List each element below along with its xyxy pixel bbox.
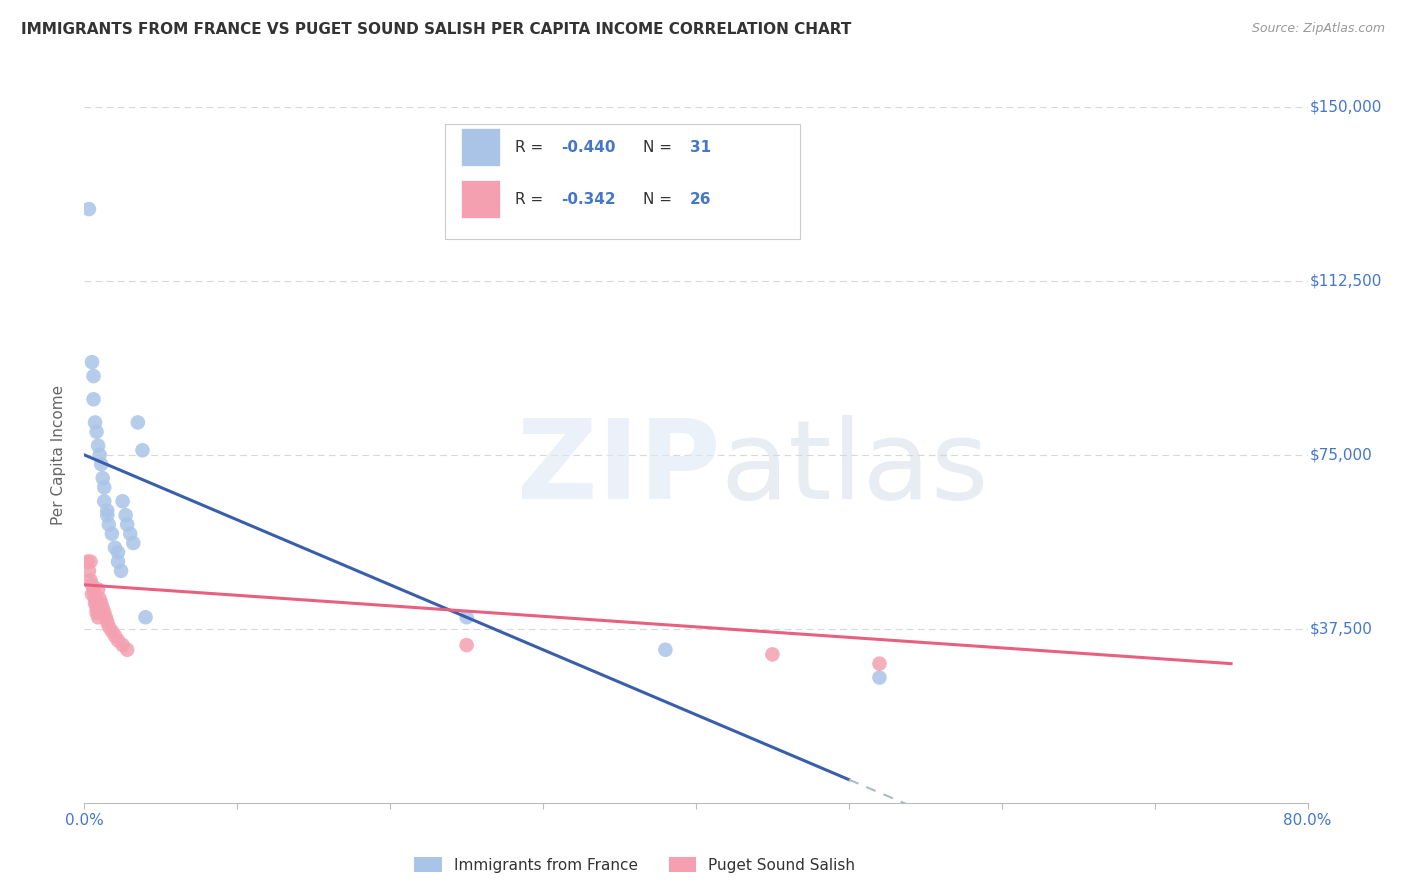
Point <box>83 392 105 407</box>
Point <box>131 443 153 458</box>
Point <box>110 564 132 578</box>
Point <box>869 657 891 671</box>
Point <box>76 555 98 569</box>
Legend: Immigrants from France, Puget Sound Salish: Immigrants from France, Puget Sound Sali… <box>408 851 862 879</box>
Text: 31: 31 <box>690 139 711 154</box>
Point <box>114 508 136 523</box>
Text: $75,000: $75,000 <box>1310 448 1372 462</box>
Point <box>87 582 110 597</box>
Point <box>90 457 112 471</box>
Point <box>94 610 117 624</box>
Text: atlas: atlas <box>720 416 988 523</box>
Point <box>101 526 124 541</box>
FancyBboxPatch shape <box>446 124 800 239</box>
Point <box>83 369 105 384</box>
Point <box>96 615 118 629</box>
Point <box>654 642 676 657</box>
Bar <box>461 180 501 219</box>
Text: N =: N = <box>644 192 678 207</box>
Point <box>96 508 118 523</box>
Y-axis label: Per Capita Income: Per Capita Income <box>51 384 66 525</box>
Point <box>107 633 129 648</box>
Point <box>86 606 108 620</box>
Point <box>90 596 112 610</box>
Point <box>456 610 478 624</box>
Point <box>107 555 129 569</box>
Point <box>84 591 107 606</box>
Point <box>91 601 114 615</box>
Point <box>86 601 108 615</box>
Point <box>107 545 129 559</box>
Point <box>93 480 115 494</box>
Point <box>135 610 157 624</box>
Point <box>87 610 110 624</box>
Point <box>869 671 891 685</box>
Text: -0.440: -0.440 <box>561 139 616 154</box>
Text: ZIP: ZIP <box>517 416 720 523</box>
Point <box>80 587 103 601</box>
Point <box>120 526 142 541</box>
Point <box>91 471 114 485</box>
Point <box>761 648 783 662</box>
Point <box>77 564 100 578</box>
Point <box>80 578 103 592</box>
Point <box>89 591 111 606</box>
Point <box>96 503 118 517</box>
Point <box>89 448 111 462</box>
Point <box>104 629 127 643</box>
Point <box>104 541 127 555</box>
Point <box>456 638 478 652</box>
Text: 26: 26 <box>690 192 711 207</box>
Point <box>97 517 120 532</box>
Point <box>111 494 134 508</box>
Point <box>115 642 138 657</box>
Text: $150,000: $150,000 <box>1310 100 1382 114</box>
Bar <box>461 128 501 166</box>
Point <box>115 517 138 532</box>
Point <box>93 606 115 620</box>
Point <box>87 439 110 453</box>
Text: R =: R = <box>515 139 548 154</box>
Text: $37,500: $37,500 <box>1310 622 1372 636</box>
Text: R =: R = <box>515 192 548 207</box>
Point <box>127 416 149 430</box>
Point <box>79 573 101 587</box>
Point <box>101 624 124 639</box>
Text: $112,500: $112,500 <box>1310 274 1382 288</box>
Point <box>97 619 120 633</box>
Text: -0.342: -0.342 <box>561 192 616 207</box>
Text: IMMIGRANTS FROM FRANCE VS PUGET SOUND SALISH PER CAPITA INCOME CORRELATION CHART: IMMIGRANTS FROM FRANCE VS PUGET SOUND SA… <box>21 22 852 37</box>
Point <box>79 555 101 569</box>
Point <box>80 355 103 369</box>
Point <box>93 494 115 508</box>
Point <box>83 582 105 597</box>
Point <box>84 596 107 610</box>
Point <box>86 425 108 439</box>
Point <box>84 416 107 430</box>
Text: N =: N = <box>644 139 678 154</box>
Point <box>122 536 145 550</box>
Point <box>77 202 100 216</box>
Text: Source: ZipAtlas.com: Source: ZipAtlas.com <box>1251 22 1385 36</box>
Point <box>111 638 134 652</box>
